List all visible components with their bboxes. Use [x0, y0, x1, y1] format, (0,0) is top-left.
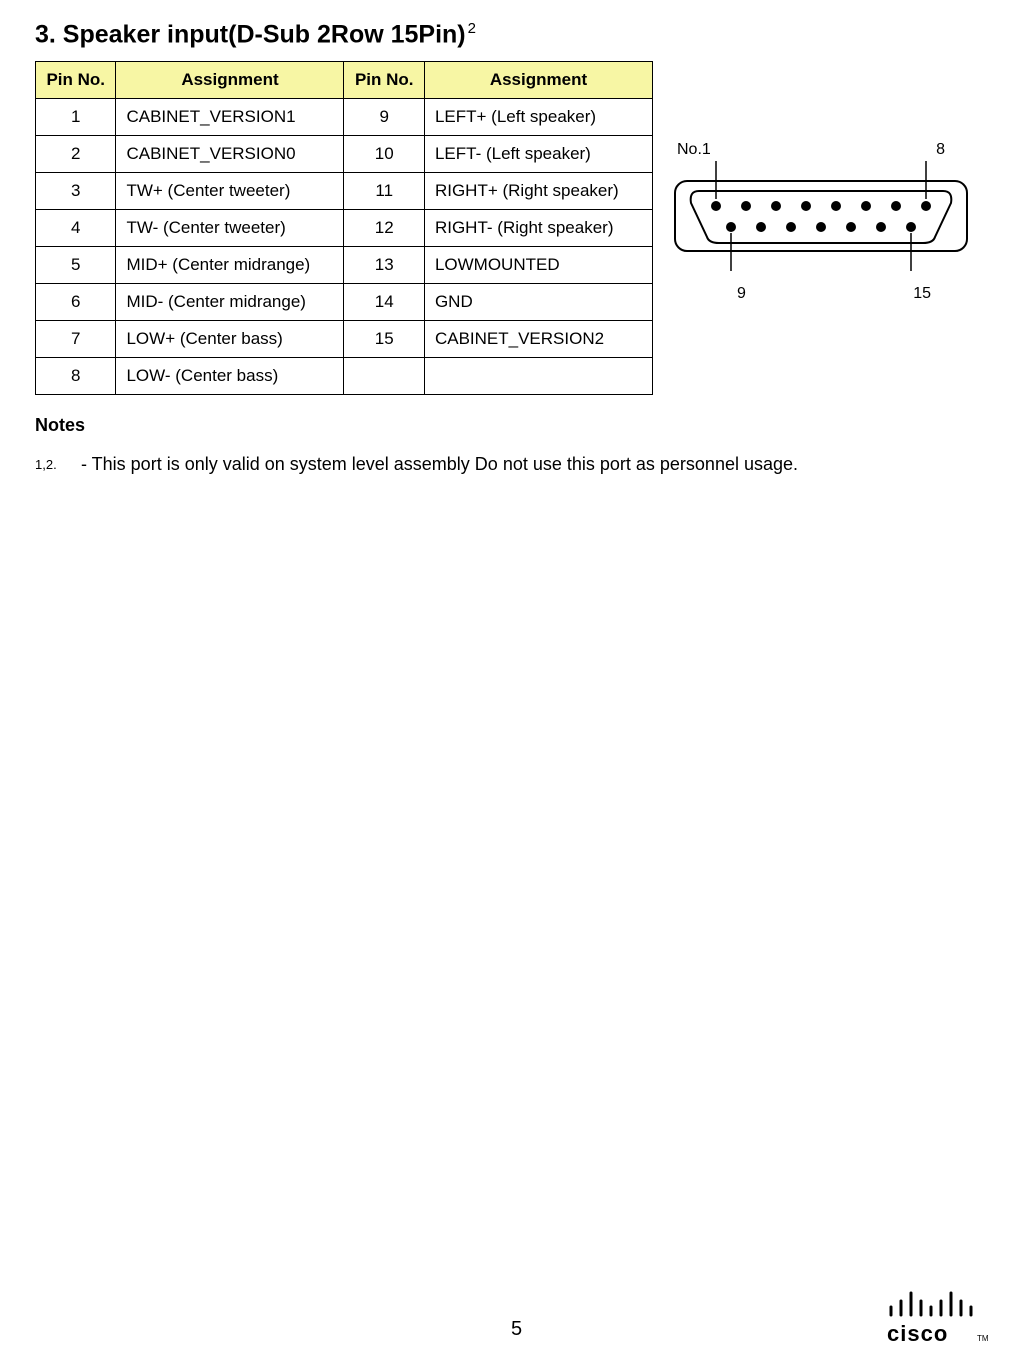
table-row: 5MID+ (Center midrange)13LOWMOUNTED	[36, 247, 653, 284]
svg-text:cisco: cisco	[887, 1321, 948, 1346]
cell-pin: 10	[344, 136, 424, 173]
page-number: 5	[0, 1318, 1033, 1341]
cell-pin: 1	[36, 99, 116, 136]
cell-assign: GND	[424, 284, 652, 321]
svg-text:TM: TM	[977, 1334, 989, 1343]
cell-assign: LOWMOUNTED	[424, 247, 652, 284]
cell-pin: 14	[344, 284, 424, 321]
cell-assign: CABINET_VERSION0	[116, 136, 344, 173]
table-row: 4TW- (Center tweeter)12RIGHT- (Right spe…	[36, 210, 653, 247]
cell-assign: LOW- (Center bass)	[116, 358, 344, 395]
cell-pin: 2	[36, 136, 116, 173]
cisco-logo-icon: cisco TM	[883, 1289, 993, 1349]
cell-pin	[344, 358, 424, 395]
cell-assign: RIGHT+ (Right speaker)	[424, 173, 652, 210]
th-assign-2: Assignment	[424, 62, 652, 99]
cell-assign: CABINET_VERSION2	[424, 321, 652, 358]
table-row: 8LOW- (Center bass)	[36, 358, 653, 395]
th-assign-1: Assignment	[116, 62, 344, 99]
table-row: 3TW+ (Center tweeter)11RIGHT+ (Right spe…	[36, 173, 653, 210]
section-heading: 3. Speaker input(D-Sub 2Row 15Pin)2	[35, 20, 998, 49]
note-row: 1,2. - This port is only valid on system…	[35, 446, 998, 482]
cell-pin: 3	[36, 173, 116, 210]
cell-assign: CABINET_VERSION1	[116, 99, 344, 136]
cell-assign: LOW+ (Center bass)	[116, 321, 344, 358]
connector-diagram: No.1 8	[671, 141, 971, 303]
pin-assignment-table: Pin No. Assignment Pin No. Assignment 1C…	[35, 61, 653, 395]
conn-label-9: 9	[737, 285, 746, 303]
table-row: 7LOW+ (Center bass)15CABINET_VERSION2	[36, 321, 653, 358]
table-row: 6MID- (Center midrange)14GND	[36, 284, 653, 321]
heading-text: 3. Speaker input(D-Sub 2Row 15Pin)	[35, 20, 466, 48]
cell-assign: MID+ (Center midrange)	[116, 247, 344, 284]
cell-assign: RIGHT- (Right speaker)	[424, 210, 652, 247]
note-body: - This port is only valid on system leve…	[81, 446, 998, 482]
cell-pin: 4	[36, 210, 116, 247]
dsub-icon	[671, 161, 971, 271]
table-row: 1CABINET_VERSION19LEFT+ (Left speaker)	[36, 99, 653, 136]
cell-pin: 11	[344, 173, 424, 210]
conn-label-15: 15	[913, 285, 931, 303]
th-pin-2: Pin No.	[344, 62, 424, 99]
cell-pin: 12	[344, 210, 424, 247]
cell-assign: TW+ (Center tweeter)	[116, 173, 344, 210]
cell-assign: LEFT+ (Left speaker)	[424, 99, 652, 136]
cell-pin: 6	[36, 284, 116, 321]
cell-pin: 9	[344, 99, 424, 136]
cell-assign: LEFT- (Left speaker)	[424, 136, 652, 173]
conn-label-no1: No.1	[677, 141, 711, 159]
conn-label-8: 8	[936, 141, 945, 159]
cell-assign	[424, 358, 652, 395]
th-pin-1: Pin No.	[36, 62, 116, 99]
cell-pin: 5	[36, 247, 116, 284]
cell-pin: 13	[344, 247, 424, 284]
cell-assign: TW- (Center tweeter)	[116, 210, 344, 247]
cell-pin: 7	[36, 321, 116, 358]
cell-pin: 15	[344, 321, 424, 358]
notes-section: Notes 1,2. - This port is only valid on …	[35, 415, 998, 482]
cell-assign: MID- (Center midrange)	[116, 284, 344, 321]
notes-title: Notes	[35, 415, 998, 436]
cell-pin: 8	[36, 358, 116, 395]
heading-sup: 2	[468, 20, 476, 37]
table-row: 2CABINET_VERSION010LEFT- (Left speaker)	[36, 136, 653, 173]
note-number: 1,2.	[35, 446, 63, 482]
